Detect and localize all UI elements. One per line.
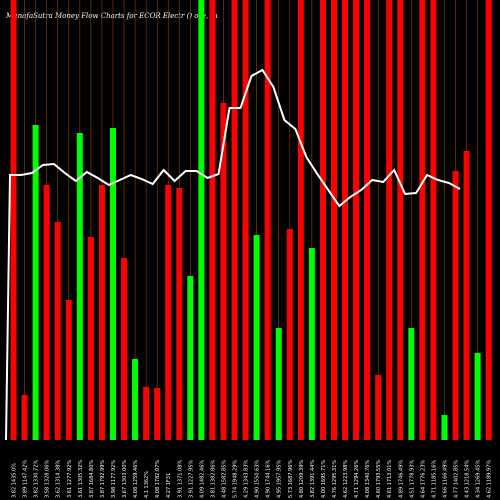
chart-title: MunafaSutra Money Flow Charts for ECOR E… <box>6 12 218 20</box>
bar <box>342 0 349 440</box>
bar <box>32 125 39 440</box>
tick-label: 4.08 1782.07% <box>155 460 161 498</box>
tick-label: 4.62 1223.98% <box>343 460 349 498</box>
bar <box>419 0 426 440</box>
bar <box>43 185 50 440</box>
tick-label: 4.00 1695.71% <box>321 460 327 498</box>
tick-label: 3.81 1382.86% <box>210 460 216 498</box>
bar <box>198 0 205 440</box>
tick-label: 3.91 1227.95% <box>188 460 194 498</box>
tick-label: 4.43 1218.54% <box>465 460 471 498</box>
tick-label: 5.73 1687.96% <box>288 460 294 498</box>
bar <box>187 276 194 440</box>
bar <box>121 258 128 440</box>
tick-label: 4.89 1746.49% <box>398 460 404 498</box>
bar <box>143 387 150 440</box>
bar <box>154 388 161 440</box>
bar <box>441 415 448 440</box>
tick-label: 3.62 1314.38% <box>56 460 62 498</box>
tick-label: 3.82 1435.0% <box>12 463 18 498</box>
grid-layer <box>13 0 489 440</box>
tick-label: 4.51 1778.93% <box>409 460 415 498</box>
tick-label: 3.87 1792.99% <box>100 460 106 498</box>
bar <box>220 103 227 440</box>
bar <box>430 0 437 440</box>
bar <box>242 0 249 440</box>
tick-label: 4.27 1F31 <box>166 473 172 498</box>
tick-label: 3.67 1303.00% <box>122 460 128 498</box>
money-flow-line <box>5 68 461 441</box>
tick-label: 4.48 1582.85% <box>221 460 227 498</box>
tick-label: 3.61 1277.92% <box>67 460 73 498</box>
tick-label: 4.90 1550.63% <box>255 460 261 498</box>
bar <box>87 237 94 440</box>
tick-label: 3.87 1684.80% <box>89 460 95 498</box>
tick-label: 3.82 1330.72% <box>34 460 40 498</box>
tick-label: 4.95 1957.95% <box>277 460 283 498</box>
bar <box>364 0 371 440</box>
bar <box>109 128 116 440</box>
tick-label: 3.98 1177.92% <box>111 460 117 498</box>
tick-label: 4.61 1713.01% <box>387 460 393 498</box>
bar <box>253 235 260 440</box>
bar <box>452 171 459 440</box>
bar <box>21 395 28 440</box>
tick-label: 3.61 1305.32% <box>78 460 84 498</box>
tick-label: 4.62 1189.97% <box>487 460 493 498</box>
tick-label: 3.58 1328.06% <box>45 460 51 498</box>
tick-label: 3.82 1391.44% <box>310 460 316 498</box>
bar <box>397 0 404 440</box>
bar <box>54 222 61 440</box>
tick-labels: 3.82 1435.0% 3.89 1147.42% 3.82 1330.72% 3.… <box>12 460 493 498</box>
tick-label: 5.74 1948.29% <box>233 460 239 498</box>
bar <box>319 0 326 440</box>
bar <box>132 359 139 440</box>
bar <box>264 0 271 440</box>
tick-label: 4.71 1185.16% <box>431 460 437 498</box>
tick-label: 4.80 1209.39% <box>299 460 305 498</box>
tick-label: 4.71 1294.26% <box>354 460 360 498</box>
bar <box>286 229 293 440</box>
bar-layer <box>10 0 492 440</box>
bar <box>474 353 481 440</box>
bar <box>308 248 315 440</box>
bar <box>375 375 382 440</box>
bar <box>65 300 72 440</box>
tick-label: 4.60 1793.55% <box>376 460 382 498</box>
bar <box>10 0 17 440</box>
tick-label: 4.08 1259.46% <box>133 460 139 498</box>
tick-label: 3.89 1147.42% <box>23 460 29 498</box>
tick-label: 4.09 1482.46% <box>199 460 205 498</box>
bar <box>275 328 282 440</box>
tick-label: 4.29 1343.83% <box>244 460 250 498</box>
bar <box>231 0 238 440</box>
tick-label: 4.1 1362% <box>144 471 150 498</box>
tick-label: 4.90 1744.16% <box>266 460 272 498</box>
tick-label: 4.76 1295.31% <box>332 460 338 498</box>
tick-label: 4.66 1166.49% <box>442 460 448 498</box>
tick-label: 4.77 1402.85% <box>454 460 460 498</box>
bar <box>209 0 216 440</box>
tick-label: 3.91 1371.08% <box>177 460 183 498</box>
bar <box>297 0 304 440</box>
bar <box>408 328 415 440</box>
bar <box>353 0 360 440</box>
bar <box>330 0 337 440</box>
bar <box>165 185 172 440</box>
bar <box>386 0 393 440</box>
tick-label: 4.34 1269.45% <box>476 460 482 498</box>
bar <box>76 133 83 440</box>
bar <box>176 188 183 440</box>
bar <box>463 151 470 440</box>
bar <box>98 185 105 440</box>
line-layer <box>5 68 461 441</box>
bar <box>485 0 492 440</box>
tick-label: 4.08 1340.76% <box>365 460 371 498</box>
tick-label: 4.64 1776.23% <box>420 460 426 498</box>
